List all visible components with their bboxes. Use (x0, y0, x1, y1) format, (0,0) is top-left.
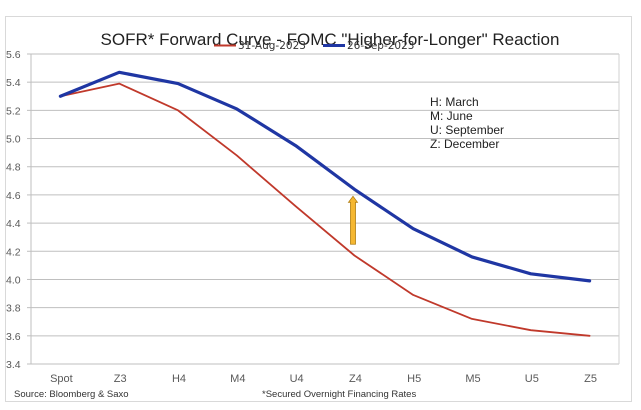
gridlines (30, 53, 620, 365)
chart-frame (5, 16, 632, 402)
y-tick-label: 4.0 (6, 274, 21, 286)
x-tick-label: H5 (407, 373, 421, 385)
footnote: *Secured Overnight Financing Rates (262, 389, 416, 400)
x-axis: Spot Z3 H4 M4 U4 Z4 H5 M5 U5 Z5 (50, 373, 597, 385)
y-tick-label: 5.2 (6, 105, 21, 117)
y-tick-label: 5.0 (6, 134, 21, 146)
series-line-31-Aug-2023 (59, 82, 591, 337)
source-note: Source: Bloomberg & Saxo (14, 389, 129, 400)
y-tick-label: 3.4 (6, 359, 21, 371)
x-tick-label: U4 (290, 373, 304, 385)
y-tick-label: 5.4 (6, 77, 21, 89)
y-axis: 3.4 3.6 3.8 4.0 4.2 4.4 4.6 4.8 5.0 5.2 5.4 5.6 (6, 49, 31, 371)
key-line: U: September (430, 123, 504, 137)
up-arrow-icon (347, 195, 359, 245)
y-tick-label: 4.6 (6, 190, 21, 202)
y-tick-label: 4.8 (6, 162, 21, 174)
series-line-26-Sep-2023 (58, 70, 592, 283)
key-line: Z: December (430, 137, 499, 151)
legend-label: 31-Aug-2023 (238, 40, 306, 52)
key-line: M: June (430, 109, 473, 123)
arrow-annotation (347, 195, 359, 245)
x-tick-label: M5 (465, 373, 480, 385)
y-tick-label: 3.8 (6, 303, 21, 315)
y-tick-label: 4.2 (6, 246, 21, 258)
y-tick-label: 5.6 (6, 49, 21, 61)
x-tick-label: Z4 (349, 373, 362, 385)
series-lines (58, 70, 592, 337)
legend: 31-Aug-2023 26-Sep-2023 (214, 40, 414, 52)
x-tick-label: Z3 (114, 373, 127, 385)
chart-title: SOFR* Forward Curve - FOMC "Higher-for-L… (101, 30, 560, 49)
x-tick-label: M4 (230, 373, 245, 385)
key-line: H: March (430, 95, 479, 109)
legend-label: 26-Sep-2023 (347, 40, 414, 52)
x-tick-label: U5 (525, 373, 539, 385)
x-tick-label: H4 (172, 373, 186, 385)
y-tick-label: 3.6 (6, 331, 21, 343)
x-tick-label: Spot (50, 373, 73, 385)
y-tick-label: 4.4 (6, 218, 21, 230)
x-tick-label: Z5 (584, 373, 597, 385)
